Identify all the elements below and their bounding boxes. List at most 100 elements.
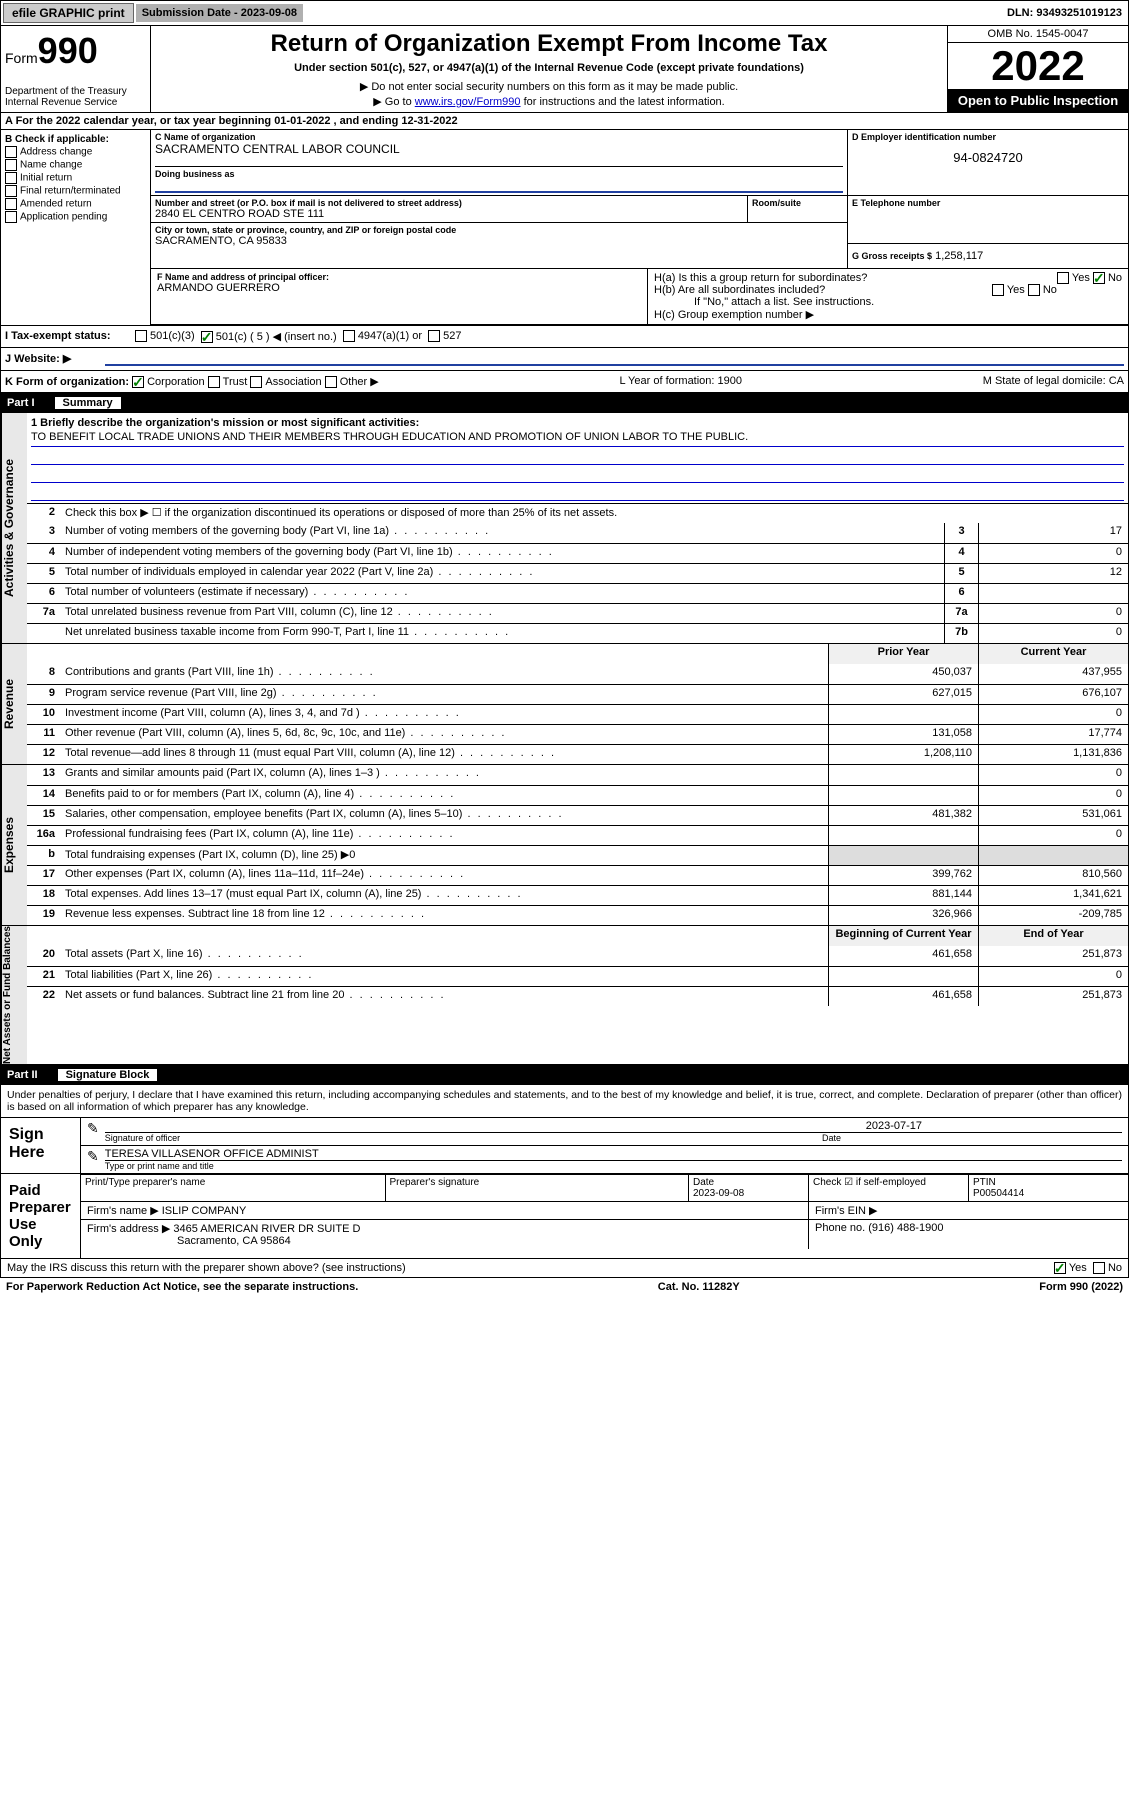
exp-prior [828,826,978,845]
pp-h5: PTINP00504414 [968,1174,1128,1201]
exp-desc: Other expenses (Part IX, column (A), lin… [61,866,828,885]
top-toolbar: efile GRAPHIC print Submission Date - 20… [0,0,1129,26]
gov-box: 3 [944,523,978,543]
gov-val: 12 [978,564,1128,583]
may-discuss-row: May the IRS discuss this return with the… [0,1259,1129,1278]
chk-other[interactable]: Other ▶ [325,376,379,388]
firm-ein-label: Firm's EIN ▶ [815,1205,878,1217]
chk-amended[interactable]: Amended return [5,198,146,210]
exp-current: 531,061 [978,806,1128,825]
omb-number: OMB No. 1545-0047 [948,26,1128,43]
exp-prior: 326,966 [828,906,978,925]
rev-current: 0 [978,705,1128,724]
firm-addr-label: Firm's address ▶ [87,1223,170,1235]
firm-label: Firm's name ▶ [87,1205,159,1217]
tax-exempt-row: I Tax-exempt status: 501(c)(3) 501(c) ( … [0,326,1129,348]
year-formation: L Year of formation: 1900 [619,375,742,388]
chk-527[interactable]: 527 [428,330,461,343]
gov-box: 4 [944,544,978,563]
part1-header: Part I Summary [0,393,1129,413]
prior-year-head: Prior Year [828,644,978,664]
efile-button[interactable]: efile GRAPHIC print [3,3,134,23]
chk-4947[interactable]: 4947(a)(1) or [343,330,422,343]
chk-address-change[interactable]: Address change [5,146,146,158]
sig-name: TERESA VILLASENOR OFFICE ADMINIST [105,1148,1122,1160]
exp-prior [828,786,978,805]
rev-desc: Total revenue—add lines 8 through 11 (mu… [61,745,828,764]
rev-desc: Other revenue (Part VIII, column (A), li… [61,725,828,744]
room-label: Room/suite [752,198,843,208]
irs-link[interactable]: www.irs.gov/Form990 [415,96,521,108]
exp-prior: 399,762 [828,866,978,885]
chk-trust[interactable]: Trust [208,376,248,388]
net-current: 251,873 [978,946,1128,966]
side-expenses: Expenses [1,765,27,925]
gov-desc: Net unrelated business taxable income fr… [61,624,944,643]
arrow-icon: ✎ [87,1120,99,1143]
gov-val [978,584,1128,603]
form-ref: Form 990 (2022) [1039,1281,1123,1293]
mission-prompt: 1 Briefly describe the organization's mi… [31,417,1124,429]
side-net: Net Assets or Fund Balances [1,926,27,1064]
net-prior: 461,658 [828,946,978,966]
department-label: Department of the Treasury [5,86,146,97]
expenses-table: Expenses 13Grants and similar amounts pa… [0,765,1129,926]
goto-note: ▶ Go to www.irs.gov/Form990 for instruct… [155,95,943,108]
h-a: H(a) Is this a group return for subordin… [654,272,1122,284]
ssn-note: ▶ Do not enter social security numbers o… [155,80,943,93]
firm-phone: (916) 488-1900 [868,1222,943,1234]
chk-initial-return[interactable]: Initial return [5,172,146,184]
firm-addr2: Sacramento, CA 95864 [87,1235,291,1247]
begin-year-head: Beginning of Current Year [828,926,978,946]
form-number: Form990 [5,30,146,72]
website-row: J Website: ▶ [0,348,1129,371]
rev-current: 437,955 [978,664,1128,684]
pp-h1: Print/Type preparer's name [81,1174,385,1201]
section-a-period: A For the 2022 calendar year, or tax yea… [0,113,1129,130]
gov-desc: Total number of individuals employed in … [61,564,944,583]
exp-desc: Revenue less expenses. Subtract line 18 … [61,906,828,925]
firm-addr: 3465 AMERICAN RIVER DR SUITE D [173,1223,360,1235]
paperwork-note: For Paperwork Reduction Act Notice, see … [6,1281,358,1293]
net-prior: 461,658 [828,987,978,1006]
mission-text: TO BENEFIT LOCAL TRADE UNIONS AND THEIR … [31,431,748,443]
net-current: 0 [978,967,1128,986]
sig-officer-label: Signature of officer [105,1133,822,1143]
gross-value: 1,258,117 [935,250,983,262]
exp-current: 810,560 [978,866,1128,885]
officer-label: F Name and address of principal officer: [157,272,641,282]
chk-501c[interactable]: 501(c) ( 5 ) ◀ (insert no.) [201,330,337,343]
exp-current: -209,785 [978,906,1128,925]
chk-final-return[interactable]: Final return/terminated [5,185,146,197]
sig-intro: Under penalties of perjury, I declare th… [1,1085,1128,1117]
exp-desc: Salaries, other compensation, employee b… [61,806,828,825]
ein-value: 94-0824720 [852,150,1124,165]
chk-assoc[interactable]: Association [250,376,321,388]
rev-prior: 450,037 [828,664,978,684]
signature-block: Under penalties of perjury, I declare th… [0,1085,1129,1259]
identity-block: B Check if applicable: Address change Na… [0,130,1129,326]
gov-desc: Number of voting members of the governin… [61,523,944,543]
org-name-label: C Name of organization [155,132,843,142]
chk-corp[interactable]: Corporation [132,376,204,388]
chk-name-change[interactable]: Name change [5,159,146,171]
sign-here-label: Sign Here [1,1118,81,1173]
form-header: Form990 Department of the Treasury Inter… [0,26,1129,113]
addr-value: 2840 EL CENTRO ROAD STE 111 [155,208,743,220]
officer-value: ARMANDO GUERRERO [157,282,641,294]
revenue-table: Revenue Prior Year Current Year 8Contrib… [0,644,1129,765]
chk-501c3[interactable]: 501(c)(3) [135,330,195,343]
dba-value [155,179,843,193]
exp-prior: 881,144 [828,886,978,905]
pp-h2: Preparer's signature [385,1174,689,1201]
rev-prior: 131,058 [828,725,978,744]
gov-box: 6 [944,584,978,603]
pp-h3: Date2023-09-08 [688,1174,808,1201]
net-desc: Total assets (Part X, line 16) [61,946,828,966]
form-title: Return of Organization Exempt From Incom… [155,30,943,58]
phone-label: E Telephone number [852,198,1124,208]
rev-desc: Program service revenue (Part VIII, line… [61,685,828,704]
end-year-head: End of Year [978,926,1128,946]
chk-application-pending[interactable]: Application pending [5,211,146,223]
gov-box: 7a [944,604,978,623]
